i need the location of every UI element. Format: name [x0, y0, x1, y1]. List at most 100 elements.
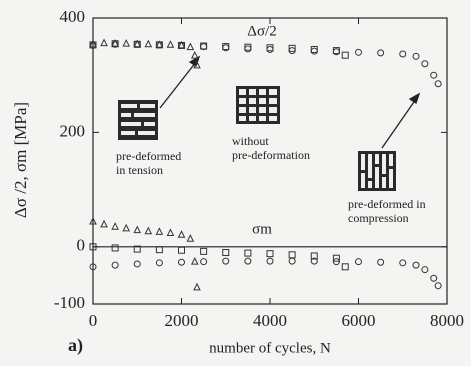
y-tick-label: 200 [60, 121, 86, 140]
y-tick-label: 0 [77, 236, 86, 255]
marker [222, 44, 230, 52]
marker [310, 257, 318, 265]
marker [288, 47, 296, 55]
marker [133, 39, 142, 48]
y-axis-label: Δσ /2, σm [MPa] [11, 102, 30, 218]
marker [288, 44, 296, 52]
x-tick-label: 8000 [430, 311, 464, 330]
marker [178, 41, 185, 49]
marker [430, 274, 438, 282]
marker [89, 263, 97, 271]
marker [89, 41, 97, 49]
annotation: pre-deformed [116, 149, 181, 163]
marker [377, 49, 385, 57]
marker [155, 41, 163, 49]
marker [177, 230, 186, 238]
marker [111, 261, 119, 269]
marker [377, 258, 385, 266]
marker [200, 247, 208, 255]
marker [288, 251, 296, 259]
x-tick-label: 2000 [165, 311, 199, 330]
arrows [159, 55, 421, 149]
marker [421, 266, 429, 274]
marker [222, 257, 230, 265]
annotation: in tension [116, 163, 163, 177]
marker [266, 250, 274, 258]
marker [122, 39, 130, 47]
x-tick-label: 4000 [253, 311, 287, 330]
marker [166, 228, 175, 236]
marker [288, 257, 296, 265]
marker [430, 71, 438, 79]
marker [166, 40, 175, 48]
marker [244, 45, 252, 53]
marker [100, 38, 108, 47]
icon-undeformed [236, 86, 280, 124]
marker [89, 243, 97, 251]
x-axis-label: number of cycles, N [209, 340, 331, 356]
marker [412, 52, 420, 60]
marker [178, 246, 185, 254]
annotation: without [232, 134, 269, 148]
marker [178, 258, 185, 266]
marker [133, 260, 141, 268]
marker [133, 225, 142, 234]
marker [266, 45, 274, 53]
annotation: pre-deformed in [348, 197, 426, 211]
y-tick-label: -100 [54, 293, 85, 312]
marker [332, 48, 340, 56]
marker [133, 40, 141, 48]
marker [186, 234, 195, 242]
marker [341, 263, 349, 271]
mean-label: σm [252, 221, 272, 237]
marker [89, 39, 97, 48]
marker [155, 40, 164, 48]
panel-label: a) [68, 335, 83, 356]
marker [310, 47, 318, 55]
marker [193, 60, 201, 69]
marker [244, 257, 252, 265]
annotation: compression [348, 211, 409, 225]
marker [332, 258, 340, 266]
marker [111, 40, 119, 48]
marker [155, 259, 163, 267]
marker [200, 258, 208, 266]
marker [355, 48, 362, 56]
marker [122, 223, 130, 232]
marker [155, 227, 164, 235]
marker [133, 245, 141, 253]
marker [341, 51, 349, 59]
marker [190, 256, 199, 265]
marker [111, 39, 119, 47]
marker [89, 216, 97, 225]
icon-compression [358, 151, 396, 191]
marker [222, 249, 230, 257]
icon-tension [118, 100, 158, 140]
marker [200, 43, 208, 51]
marker [266, 257, 274, 265]
marker [111, 222, 119, 230]
y-tick-label: 400 [60, 7, 86, 26]
marker [100, 219, 108, 228]
marker [193, 282, 201, 291]
x-tick-label: 6000 [342, 311, 376, 330]
marker [244, 249, 252, 257]
marker [399, 50, 407, 58]
marker [332, 254, 340, 262]
marker [177, 40, 186, 49]
marker [421, 60, 429, 68]
x-tick-label: 0 [89, 311, 98, 330]
marker [190, 51, 199, 59]
marker [412, 261, 420, 269]
marker [399, 259, 407, 267]
marker [355, 258, 362, 266]
marker [111, 244, 119, 252]
marker [434, 282, 442, 290]
annotation: pre-deformation [232, 148, 310, 162]
marker [186, 42, 195, 51]
marker [155, 246, 163, 254]
marker [144, 39, 153, 48]
marker [310, 252, 318, 260]
amplitude-label: Δσ/2 [247, 23, 276, 39]
